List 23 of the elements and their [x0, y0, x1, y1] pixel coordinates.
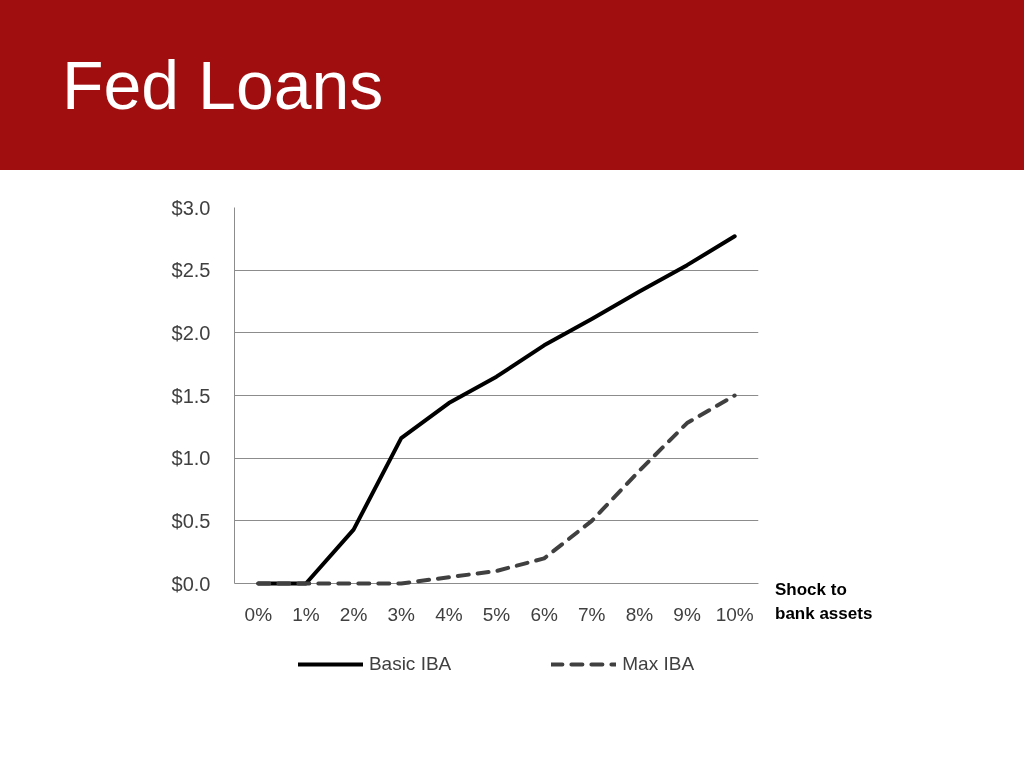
x-tick-label: 3% — [387, 603, 416, 625]
y-tick-label: $0.5 — [171, 509, 211, 532]
x-tick-label: 8% — [625, 603, 654, 625]
x-tick-label: 2% — [339, 603, 368, 625]
legend-label: Max IBA — [622, 653, 695, 675]
chart-title: Fed Loans — [61, 46, 384, 123]
y-tick-label: $2.5 — [171, 259, 211, 282]
y-tick-label: $1.5 — [171, 384, 211, 407]
x-tick-label: 0% — [244, 603, 273, 625]
y-tick-label: $1.0 — [171, 447, 211, 470]
x-tick-label: 10% — [715, 603, 754, 625]
y-tick-label: $3.0 — [171, 196, 211, 219]
y-tick-label: $0.0 — [171, 572, 211, 595]
x-tick-label: 1% — [292, 603, 320, 625]
line-series — [256, 393, 737, 586]
x-tick-label: 6% — [530, 603, 558, 625]
x-tick-label: 9% — [673, 603, 701, 625]
x-tick-label: 4% — [435, 603, 463, 625]
x-tick-label: 5% — [482, 603, 511, 625]
x-tick-label: 7% — [578, 603, 606, 625]
x-axis-title: Shock to bank assets — [775, 579, 874, 625]
legend-label: Basic IBA — [368, 653, 452, 675]
y-tick-label: $2.0 — [171, 321, 211, 344]
